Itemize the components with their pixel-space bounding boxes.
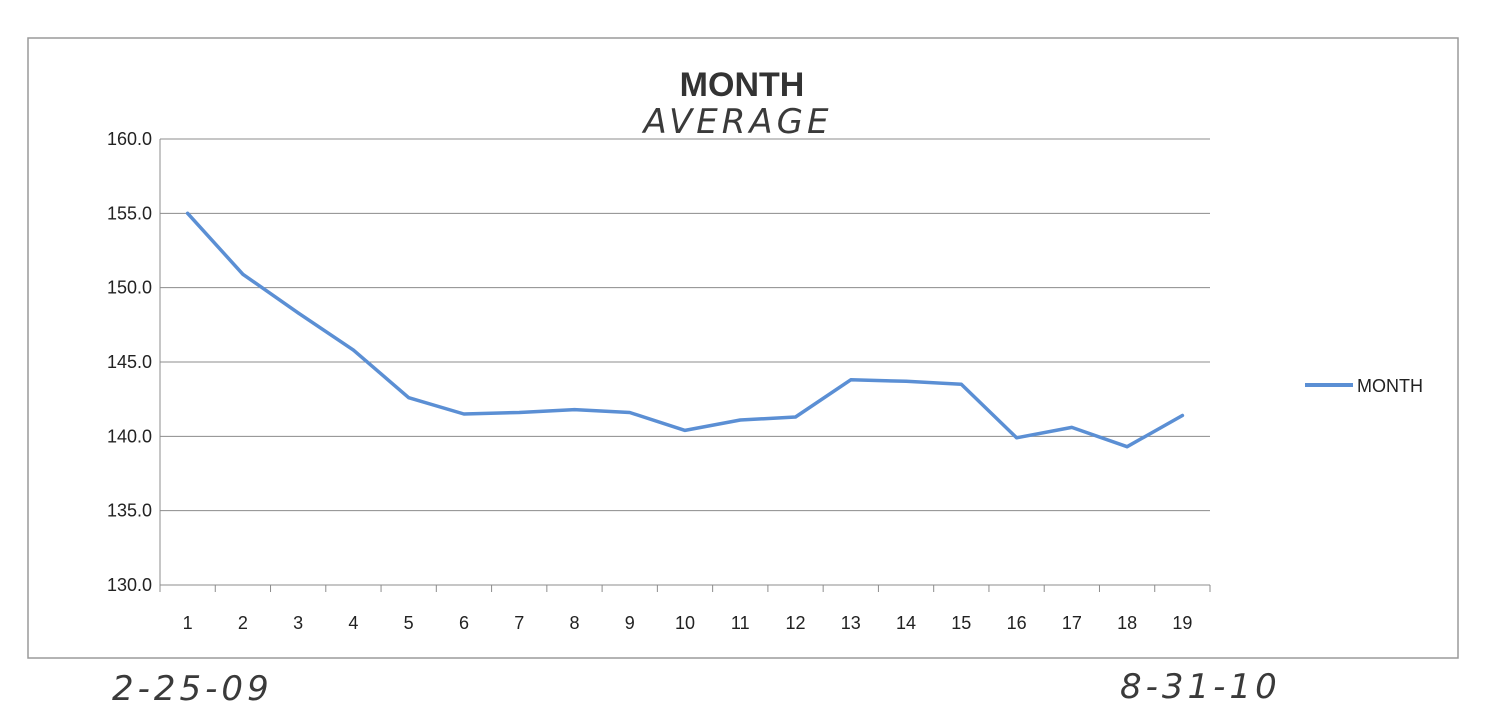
series-lines (185, 211, 1185, 449)
x-tick-label: 18 (1117, 613, 1137, 633)
data-point (959, 382, 963, 386)
data-point (186, 211, 190, 215)
legend: MONTH (1305, 376, 1423, 396)
data-point (794, 415, 798, 419)
x-tick-label: 7 (514, 613, 524, 633)
end-date-annotation: 8-31-10 (1120, 667, 1281, 707)
legend-label-month: MONTH (1357, 376, 1423, 396)
data-point (241, 272, 245, 276)
chart-frame (27, 37, 1459, 659)
data-point (407, 396, 411, 400)
y-tick-label: 135.0 (107, 501, 152, 521)
x-tick-label: 6 (459, 613, 469, 633)
x-tick-label: 14 (896, 613, 916, 633)
start-date-annotation: 2-25-09 (112, 669, 273, 709)
grid-lines (159, 138, 1210, 586)
y-tick-label: 150.0 (107, 278, 152, 298)
data-point (904, 379, 908, 383)
y-tick-label: 130.0 (107, 575, 152, 595)
data-point (1070, 425, 1074, 429)
data-point (351, 348, 355, 352)
data-point (849, 378, 853, 382)
x-tick-label: 11 (731, 613, 750, 633)
data-point (462, 412, 466, 416)
x-tick-label: 3 (293, 613, 303, 633)
chart-title: MONTH (680, 66, 805, 104)
x-tick-label: 15 (951, 613, 971, 633)
x-tick-label: 17 (1062, 613, 1082, 633)
y-tick-label: 160.0 (107, 129, 152, 149)
x-tick-label: 12 (786, 613, 806, 633)
x-tick-label: 8 (569, 613, 579, 633)
data-point (628, 411, 632, 415)
data-point (572, 408, 576, 412)
data-point (1125, 445, 1129, 449)
x-tick-label: 13 (841, 613, 861, 633)
x-tick-label: 16 (1007, 613, 1027, 633)
data-point (738, 418, 742, 422)
data-point (1015, 436, 1019, 440)
x-axis-ticks: 1 2 3 4 5 6 7 8 9 10 11 12 13 14 15 16 17 18 19 (159, 585, 1211, 633)
x-tick-label: 4 (348, 613, 358, 633)
y-tick-label: 140.0 (107, 426, 152, 446)
x-tick-label: 5 (404, 613, 414, 633)
data-point (683, 428, 687, 432)
x-tick-label: 19 (1172, 613, 1192, 633)
y-tick-label: 155.0 (107, 203, 152, 223)
chart-subtitle: AVERAGE (641, 102, 832, 142)
x-tick-label: 1 (183, 613, 193, 633)
y-tick-label: 145.0 (107, 352, 152, 372)
x-tick-label: 9 (625, 613, 635, 633)
data-point (1180, 414, 1184, 418)
x-tick-label: 2 (238, 613, 248, 633)
y-axis-ticks: 130.0 135.0 140.0 145.0 150.0 155.0 160.0 (107, 129, 152, 595)
x-tick-label: 10 (675, 613, 695, 633)
data-point (517, 411, 521, 415)
data-point (296, 311, 300, 315)
